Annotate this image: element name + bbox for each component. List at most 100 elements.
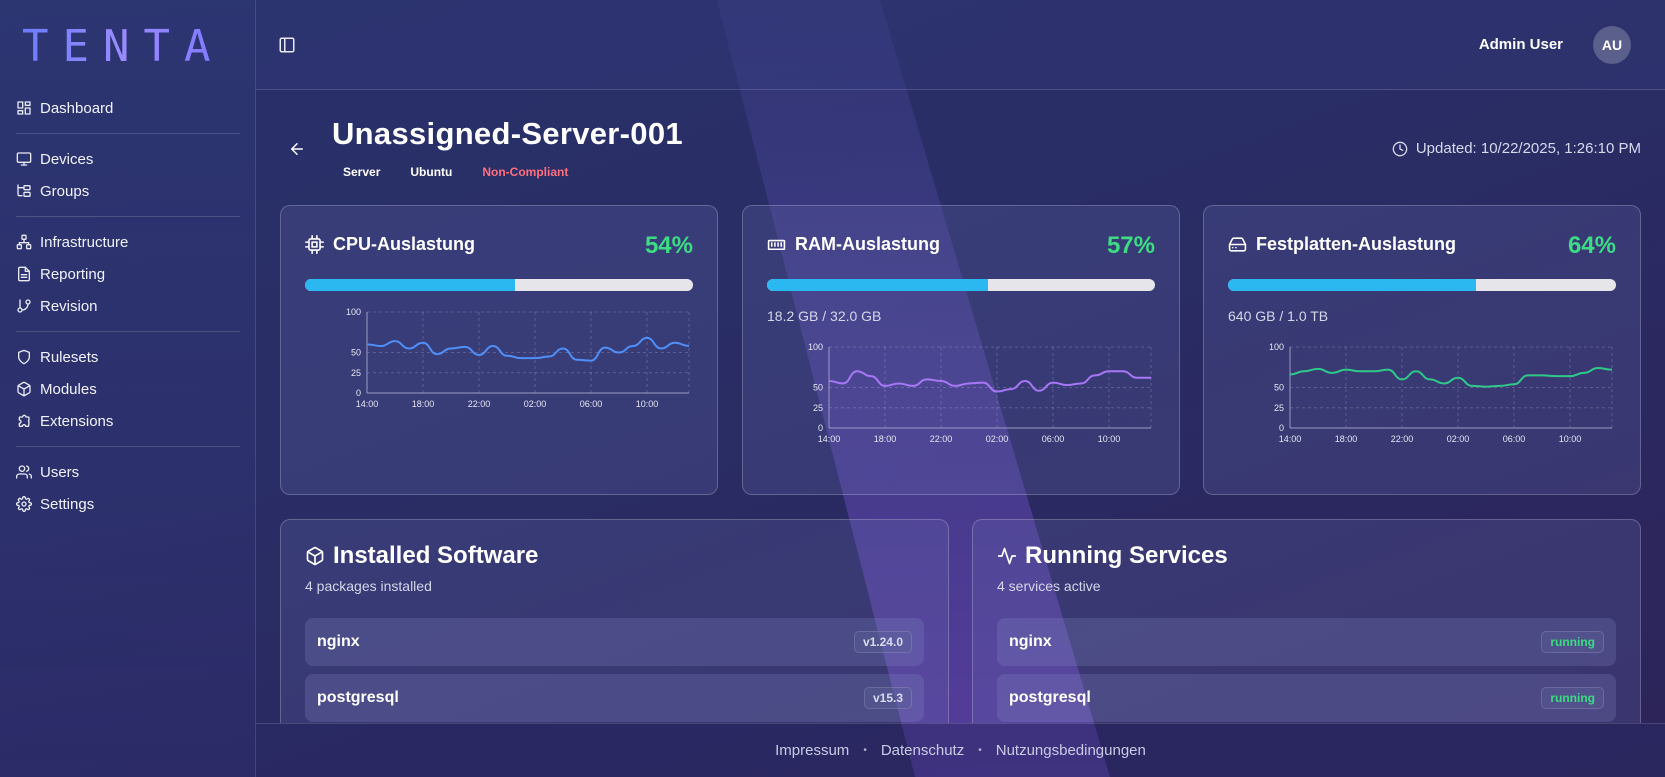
cpu-progress-bar: [305, 279, 693, 291]
y-tick-label: 50: [351, 348, 361, 358]
running-services-card: Running Services 4 services active nginx…: [972, 519, 1641, 723]
cpu-chart: 0 25 50 100 14:00 18:00 22:00 02:00 06:00 10:00: [346, 307, 690, 409]
sidebar-item-label: Dashboard: [40, 99, 114, 117]
x-tick-label: 18:00: [1335, 434, 1358, 444]
sidebar-item-label: Revision: [40, 297, 98, 315]
footer-link-terms[interactable]: Nutzungsbedingungen: [995, 742, 1146, 759]
network-icon: [16, 234, 32, 250]
cpu-header: CPU-Auslastung: [305, 234, 475, 255]
series-line: [366, 336, 690, 362]
version-badge: v1.24.0: [853, 631, 912, 653]
sidebar-item-devices[interactable]: Devices: [16, 143, 240, 175]
git-branch-icon: [17, 299, 31, 313]
top-bar: Admin User AU: [256, 0, 1665, 90]
y-tick-label: 100: [808, 342, 823, 352]
x-tick-label: 22:00: [1391, 434, 1414, 444]
users-icon: [16, 465, 32, 479]
sidebar-item-dashboard[interactable]: Dashboard: [16, 92, 240, 124]
x-tick-label: 06:00: [1503, 434, 1526, 444]
y-tick-label: 25: [351, 368, 361, 378]
ram-detail: 18.2 GB / 32.0 GB: [767, 308, 882, 324]
sidebar-item-extensions[interactable]: Extensions: [16, 405, 240, 437]
package-icon: [306, 546, 324, 566]
nav-divider: [16, 216, 240, 217]
version-badge: v15.3: [863, 687, 912, 709]
sidebar-item-users[interactable]: Users: [16, 456, 240, 488]
status-badge: running: [1541, 631, 1604, 653]
x-tick-label: 18:00: [412, 399, 435, 409]
y-tick-label: 0: [356, 388, 361, 398]
footer-link-impressum[interactable]: Impressum: [775, 742, 850, 759]
software-name: postgresql: [317, 689, 399, 706]
avatar[interactable]: AU: [1593, 26, 1631, 64]
list-item[interactable]: nginx v1.24.0: [305, 618, 924, 666]
services-title: Running Services: [1025, 542, 1228, 569]
sidebar-item-label: Devices: [40, 150, 94, 168]
tag-compliance: Non-Compliant: [482, 165, 569, 179]
x-tick-label: 10:00: [1098, 434, 1121, 444]
last-updated: Updated: 10/22/2025, 1:26:10 PM: [1392, 140, 1641, 157]
sidebar-item-label: Users: [40, 463, 80, 481]
nav-divider: [16, 331, 240, 332]
sidebar-toggle-icon[interactable]: [278, 36, 296, 54]
x-tick-label: 02:00: [1447, 434, 1470, 444]
y-tick-label: 0: [818, 423, 823, 433]
sidebar-item-rulesets[interactable]: Rulesets: [16, 341, 240, 373]
y-tick-label: 50: [1274, 383, 1284, 393]
ram-chart: 0 25 50 100 14:00 18:00 22:00 02:00 06:00 10:00: [808, 342, 1152, 444]
sidebar-item-modules[interactable]: Modules: [16, 373, 240, 405]
ram-percent: 57%: [1106, 232, 1155, 259]
list-item[interactable]: postgresql running: [997, 674, 1616, 722]
x-tick-label: 22:00: [468, 399, 491, 409]
ram-progress-fill: [767, 279, 989, 291]
footer-link-datenschutz[interactable]: Datenschutz: [880, 742, 965, 759]
tag-type: Server: [343, 165, 381, 179]
series-line: [828, 370, 1151, 393]
ram-title: RAM-Auslastung: [795, 234, 940, 254]
cpu-percent: 54%: [644, 232, 693, 259]
sidebar-item-revision[interactable]: Revision: [16, 290, 240, 322]
x-tick-label: 14:00: [818, 434, 841, 444]
sidebar-item-groups[interactable]: Groups: [16, 175, 240, 207]
memory-icon: [767, 239, 786, 251]
list-item[interactable]: nginx running: [997, 618, 1616, 666]
cpu-card: CPU-Auslastung 54% 0 25 50 100 14:00 18:00 22:…: [280, 205, 718, 495]
sidebar-item-label: Settings: [40, 495, 95, 513]
service-name: nginx: [1009, 633, 1052, 650]
list-item[interactable]: postgresql v15.3: [305, 674, 924, 722]
disk-chart: 0 25 50 100 14:00 18:00 22:00 02:00 06:00 10:00: [1269, 342, 1613, 444]
x-tick-label: 14:00: [1279, 434, 1302, 444]
puzzle-icon: [18, 414, 30, 427]
nav-divider: [16, 446, 240, 447]
clock-icon: [1392, 141, 1408, 156]
user-name[interactable]: Admin User: [1478, 36, 1563, 53]
software-header: Installed Software: [305, 542, 538, 570]
device-tags: Server Ubuntu Non-Compliant: [332, 162, 579, 182]
sidebar-item-label: Groups: [40, 182, 90, 200]
series-line: [1289, 367, 1613, 388]
x-tick-label: 14:00: [356, 399, 379, 409]
software-subtitle: 4 packages installed: [305, 578, 432, 594]
brand-logo[interactable]: TENTA: [22, 21, 225, 72]
sidebar-item-settings[interactable]: Settings: [16, 488, 240, 520]
x-tick-label: 10:00: [636, 399, 659, 409]
footer: Impressum • Datenschutz • Nutzungsbeding…: [256, 723, 1665, 777]
software-name: nginx: [317, 633, 360, 650]
sidebar-item-label: Reporting: [40, 265, 106, 283]
sidebar-item-reporting[interactable]: Reporting: [16, 258, 240, 290]
back-arrow-icon[interactable]: [288, 140, 306, 158]
x-tick-label: 10:00: [1559, 434, 1582, 444]
sidebar-item-label: Infrastructure: [40, 233, 129, 251]
cpu-title: CPU-Auslastung: [333, 234, 476, 254]
disk-header: Festplatten-Auslastung: [1228, 234, 1456, 255]
sidebar-item-infrastructure[interactable]: Infrastructure: [16, 226, 240, 258]
sidebar-item-label: Rulesets: [40, 348, 99, 366]
y-tick-label: 25: [813, 403, 823, 413]
y-tick-label: 100: [346, 307, 361, 317]
hard-drive-icon: [1228, 237, 1247, 252]
cpu-chip-icon: [305, 235, 324, 254]
services-header: Running Services: [997, 542, 1228, 570]
y-tick-label: 50: [813, 383, 823, 393]
sidebar-nav: Dashboard Devices Groups Infrastructure Repo…: [16, 92, 240, 520]
ram-progress-bar: [767, 279, 1155, 291]
